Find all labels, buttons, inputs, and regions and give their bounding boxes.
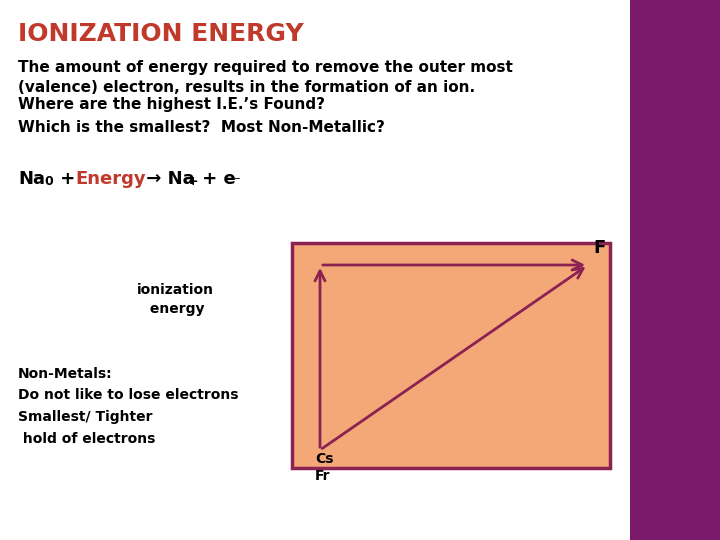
Text: Non-Metals:
Do not like to lose electrons
Smallest/ Tighter
 hold of electrons: Non-Metals: Do not like to lose electron…: [18, 367, 238, 446]
Text: ionization
 energy: ionization energy: [137, 282, 214, 316]
Text: The amount of energy required to remove the outer most
(valence) electron, resul: The amount of energy required to remove …: [18, 60, 513, 95]
Text: Na: Na: [18, 170, 45, 188]
Text: Which is the smallest?  Most Non-Metallic?: Which is the smallest? Most Non-Metallic…: [18, 120, 385, 135]
Text: +: +: [188, 175, 199, 188]
Text: IONIZATION ENERGY: IONIZATION ENERGY: [18, 22, 304, 46]
Text: Cs
Fr: Cs Fr: [315, 452, 333, 483]
Bar: [292, 243, 610, 468]
Text: 0: 0: [44, 175, 53, 188]
Text: +: +: [54, 170, 81, 188]
Text: Energy: Energy: [75, 170, 145, 188]
Text: + e: + e: [196, 170, 235, 188]
Text: → Na: → Na: [140, 170, 194, 188]
Text: ⁻: ⁻: [233, 175, 240, 188]
Text: Where are the highest I.E.’s Found?: Where are the highest I.E.’s Found?: [18, 97, 325, 112]
Bar: [630, 0, 720, 540]
Text: F: F: [593, 239, 606, 257]
